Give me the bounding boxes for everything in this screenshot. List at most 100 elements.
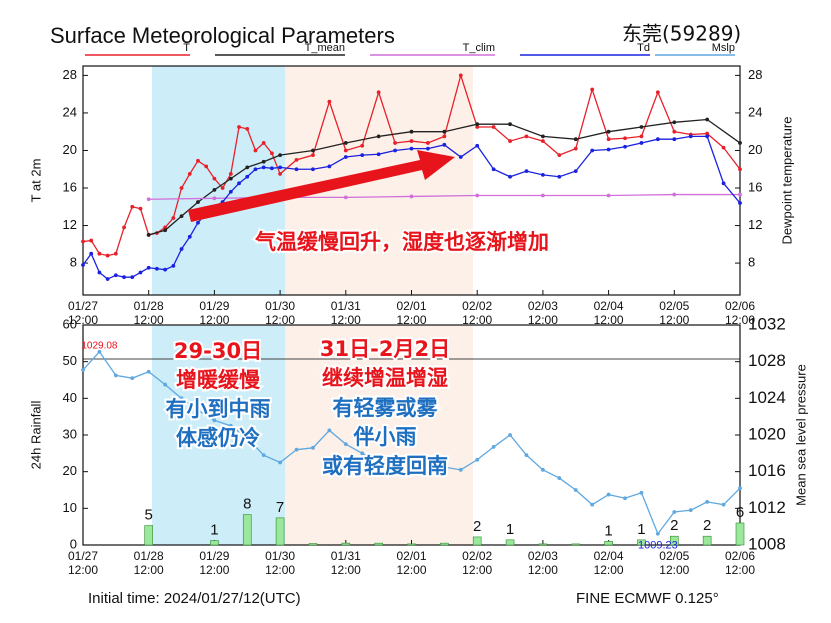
series-marker bbox=[171, 216, 176, 220]
y-tick-label: 24 bbox=[63, 104, 77, 119]
series-marker bbox=[360, 153, 365, 158]
y2-tick-label: 8 bbox=[748, 255, 755, 270]
series-marker bbox=[155, 266, 159, 271]
series-marker bbox=[220, 186, 225, 190]
y2-tick-label: 1028 bbox=[748, 351, 786, 370]
x-tick-label: 02/01 bbox=[396, 299, 426, 313]
series-marker bbox=[138, 206, 143, 211]
bar bbox=[538, 543, 548, 546]
annotation: 31日-2月2日 bbox=[320, 337, 450, 361]
y2-tick-label: 16 bbox=[748, 179, 762, 194]
value-label: 1029.08 bbox=[81, 340, 118, 351]
series-marker bbox=[179, 396, 184, 401]
series-marker bbox=[311, 153, 315, 158]
y2-tick-label: 1020 bbox=[748, 424, 786, 443]
bar bbox=[144, 525, 153, 546]
series-marker bbox=[738, 201, 742, 205]
x-tick-label: 01/29 bbox=[199, 299, 229, 313]
series-marker bbox=[672, 120, 677, 125]
series-marker bbox=[590, 148, 595, 153]
series-marker bbox=[327, 164, 332, 169]
bar bbox=[210, 540, 219, 546]
highlight-band bbox=[285, 66, 473, 295]
x-tick-label: 12:00 bbox=[199, 563, 229, 577]
overlay: 1029.08 1009.23 气温缓慢回升，湿度也逐渐增加 29-30日增暖缓慢有小… bbox=[81, 150, 678, 552]
legend-label: T bbox=[183, 42, 190, 54]
x-tick-label: 12:00 bbox=[594, 313, 624, 327]
series-marker bbox=[245, 126, 250, 131]
series-marker bbox=[212, 176, 217, 181]
series-marker bbox=[491, 167, 496, 172]
y2-axis-label: Dewpoint temperature bbox=[779, 117, 794, 245]
series-marker bbox=[212, 196, 217, 201]
series-marker bbox=[343, 155, 348, 159]
series-marker bbox=[311, 445, 315, 450]
series-marker bbox=[196, 200, 200, 204]
trend-arrow bbox=[188, 150, 455, 222]
series-marker bbox=[278, 153, 282, 158]
bar bbox=[374, 542, 383, 546]
y-tick-label: 20 bbox=[63, 142, 77, 157]
series-marker bbox=[245, 174, 250, 179]
x-tick-label: 12:00 bbox=[68, 313, 98, 327]
annotation: 伴小雨 bbox=[353, 425, 417, 449]
bar bbox=[604, 541, 613, 546]
bar bbox=[505, 539, 515, 546]
x-tick-label: 12:00 bbox=[331, 313, 361, 327]
series-marker bbox=[113, 273, 118, 278]
series-marker bbox=[294, 167, 299, 172]
series-marker bbox=[113, 251, 118, 256]
bar-label: 6 bbox=[736, 504, 744, 521]
annotation: 体感仍冷 bbox=[176, 426, 260, 450]
series-marker bbox=[261, 165, 266, 170]
series-marker bbox=[442, 134, 447, 139]
series-marker bbox=[557, 153, 562, 158]
series-marker bbox=[187, 172, 192, 176]
series-marker bbox=[606, 137, 611, 142]
series-marker bbox=[360, 451, 365, 456]
annotation: 增暖缓慢 bbox=[176, 368, 261, 392]
y-tick-label: 28 bbox=[63, 67, 77, 82]
footer-right: FINE ECMWF 0.125° bbox=[576, 590, 719, 607]
series-marker bbox=[179, 186, 184, 190]
series-marker bbox=[196, 408, 200, 413]
bar-label: 1 bbox=[210, 522, 218, 539]
series-marker bbox=[672, 510, 677, 514]
series-marker bbox=[508, 139, 512, 143]
x-tick-label: 02/05 bbox=[659, 299, 689, 313]
series-marker bbox=[343, 442, 348, 447]
x-tick-label: 01/27 bbox=[68, 299, 98, 313]
series-marker bbox=[491, 445, 496, 449]
series-marker bbox=[541, 467, 545, 472]
y2-tick-label: 24 bbox=[748, 104, 762, 119]
x-tick-label: 12:00 bbox=[331, 563, 361, 577]
legend-label: T_clim bbox=[463, 42, 495, 54]
series-marker bbox=[705, 500, 710, 504]
series-marker bbox=[475, 122, 480, 127]
series-marker bbox=[672, 129, 677, 134]
series-marker bbox=[105, 253, 110, 258]
series-marker bbox=[442, 142, 447, 147]
x-tick-label: 01/30 bbox=[265, 299, 295, 313]
x-tick-label: 12:00 bbox=[594, 563, 624, 577]
y-tick-label: 12 bbox=[63, 217, 77, 232]
bar bbox=[472, 536, 482, 546]
series-marker bbox=[146, 233, 151, 237]
series-marker bbox=[409, 467, 414, 472]
value-label: 1009.23 bbox=[638, 540, 678, 552]
series-marker bbox=[442, 129, 447, 134]
series-marker bbox=[163, 228, 168, 233]
bar bbox=[242, 514, 252, 546]
series-marker bbox=[212, 187, 217, 192]
bar-label: 2 bbox=[703, 517, 711, 534]
series-marker bbox=[458, 155, 463, 159]
series-marker bbox=[311, 148, 315, 153]
series-marker bbox=[393, 148, 397, 153]
x-tick-label: 01/27 bbox=[68, 549, 98, 563]
bar-label: 1 bbox=[506, 521, 514, 538]
series-marker bbox=[639, 490, 644, 495]
series-marker bbox=[327, 428, 332, 433]
series-marker bbox=[738, 141, 742, 145]
series-marker bbox=[237, 181, 241, 186]
